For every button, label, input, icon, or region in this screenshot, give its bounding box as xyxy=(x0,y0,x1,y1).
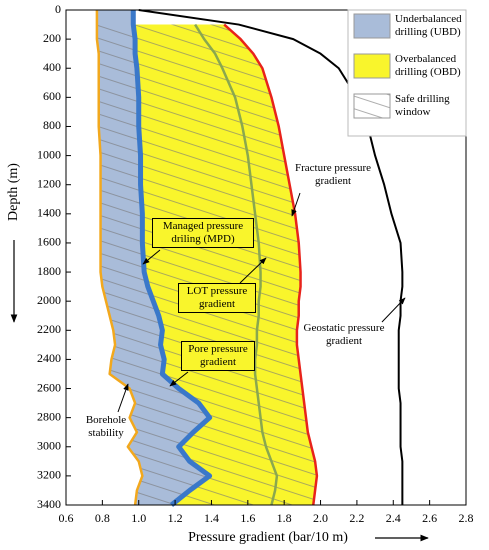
x-tick-label: 2.6 xyxy=(422,511,437,525)
x-tick-label: 1.8 xyxy=(277,511,292,525)
legend-label-box: Safe drilling window xyxy=(395,93,450,118)
y-tick-label: 3000 xyxy=(37,439,61,453)
x-tick-label: 2.2 xyxy=(349,511,364,525)
y-axis-label: Depth (m) xyxy=(6,163,21,221)
y-tick-label: 2600 xyxy=(37,380,61,394)
x-tick-label: 0.6 xyxy=(59,511,74,525)
y-tick-label: 2000 xyxy=(37,293,61,307)
legend-swatch xyxy=(353,93,391,119)
y-tick-label: 3200 xyxy=(37,468,61,482)
y-tick-label: 2800 xyxy=(37,409,61,423)
legend-swatch xyxy=(353,13,391,39)
y-tick-label: 3400 xyxy=(37,497,61,511)
x-tick-label: 1.6 xyxy=(240,511,255,525)
y-tick-label: 200 xyxy=(43,31,61,45)
line-label-box: Pore pressure gradient xyxy=(181,341,255,371)
line-label: Fracture pressure gradient xyxy=(294,162,372,187)
y-tick-label: 1800 xyxy=(37,264,61,278)
safe-window-fill xyxy=(96,24,317,505)
series-line xyxy=(95,10,144,506)
annotation-arrow xyxy=(291,192,301,217)
x-axis-label: Pressure gradient (bar/10 m) xyxy=(188,530,348,545)
line-label: Borehole stability xyxy=(85,414,127,439)
line-label: Geostatic pressure gradient xyxy=(303,322,385,347)
y-tick-label: 800 xyxy=(43,118,61,132)
annotation: Managed pressure driling (MPD) xyxy=(152,218,254,248)
y-tick-label: 1000 xyxy=(37,147,61,161)
series-line xyxy=(194,23,279,506)
y-tick-label: 2200 xyxy=(37,322,61,336)
legend-label-box: Underbalanced drilling (UBD) xyxy=(395,13,462,38)
x-tick-label: 0.8 xyxy=(95,511,110,525)
line-label-box: Geostatic pressure gradient xyxy=(303,322,385,347)
line-label-box: LOT pressure gradient xyxy=(178,283,256,313)
y-tick-label: 2400 xyxy=(37,351,61,365)
annotation-arrow xyxy=(142,249,161,265)
x-tick-label: 2.0 xyxy=(313,511,328,525)
annotation-arrow xyxy=(169,371,189,387)
series-line xyxy=(223,23,319,506)
legend-label-box: Overbalanced drilling (OBD) xyxy=(395,53,461,78)
plot-frame xyxy=(65,9,467,506)
x-tick-label: 2.4 xyxy=(386,511,401,525)
legend-label: Overbalanced drilling (OBD) xyxy=(395,53,461,78)
x-tick-label: 1.0 xyxy=(131,511,146,525)
line-label: Pore pressure gradient xyxy=(181,341,255,371)
line-label: LOT pressure gradient xyxy=(178,283,256,313)
y-tick-label: 600 xyxy=(43,89,61,103)
y-tick-label: 1200 xyxy=(37,176,61,190)
line-label-box: Borehole stability xyxy=(85,414,127,439)
x-tick-label: 1.4 xyxy=(204,511,219,525)
annotation-arrow xyxy=(381,297,406,323)
annotation-box: Managed pressure driling (MPD) xyxy=(152,218,254,248)
y-tick-label: 0 xyxy=(55,2,61,16)
x-tick-label: 2.8 xyxy=(459,511,474,525)
legend-swatch xyxy=(353,53,391,79)
legend-label: Safe drilling window xyxy=(395,93,450,118)
annotation-arrow xyxy=(117,383,129,413)
annotation-arrow xyxy=(239,257,267,284)
y-tick-label: 400 xyxy=(43,60,61,74)
x-tick-label: 1.2 xyxy=(168,511,183,525)
y-tick-label: 1600 xyxy=(37,235,61,249)
legend-label: Underbalanced drilling (UBD) xyxy=(395,13,462,38)
y-tick-label: 1400 xyxy=(37,206,61,220)
line-label-box: Fracture pressure gradient xyxy=(294,162,372,187)
series-line xyxy=(130,10,213,507)
